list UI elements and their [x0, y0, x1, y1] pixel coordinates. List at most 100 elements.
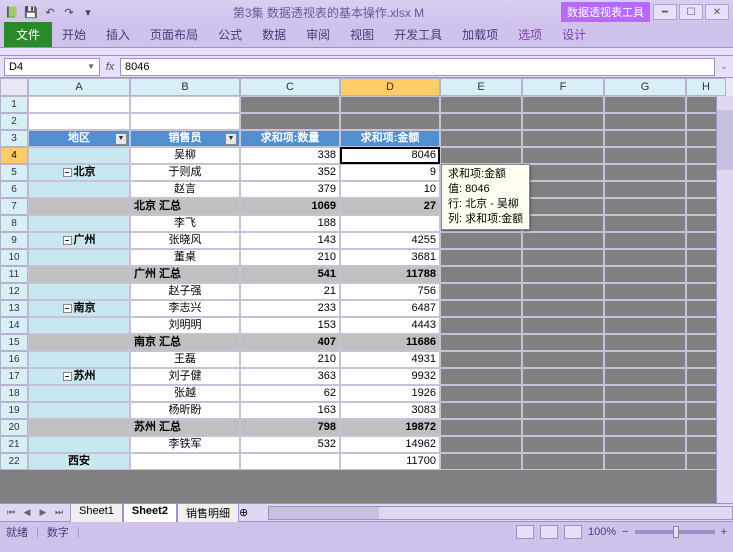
amt-cell-4[interactable]: 8046	[340, 147, 440, 164]
amt-cell-22[interactable]: 11700	[340, 453, 440, 470]
region-cell-18[interactable]	[28, 385, 130, 402]
qty-cell-8[interactable]: 188	[240, 215, 340, 232]
cell-2-A[interactable]	[28, 113, 130, 130]
name-cell-4[interactable]: 吴柳	[130, 147, 240, 164]
ribbon-tab-4[interactable]: 数据	[252, 22, 296, 47]
cell-7-G[interactable]	[604, 198, 686, 215]
sheet-nav[interactable]: ⏮◀▶⏭	[0, 507, 70, 518]
region-cell-17[interactable]: −苏州	[28, 368, 130, 385]
row-header-2[interactable]: 2	[0, 113, 28, 130]
amt-cell-5[interactable]: 9	[340, 164, 440, 181]
region-cell-4[interactable]	[28, 147, 130, 164]
qty-cell-6[interactable]: 379	[240, 181, 340, 198]
cell-sub-a-7[interactable]	[28, 198, 130, 215]
cell-3-E[interactable]	[440, 130, 522, 147]
collapse-icon[interactable]: −	[63, 304, 72, 313]
col-header-F[interactable]: F	[522, 78, 604, 96]
cell-2-C[interactable]	[240, 113, 340, 130]
name-cell-13[interactable]: 李志兴	[130, 300, 240, 317]
cell-1-F[interactable]	[522, 96, 604, 113]
row-header-14[interactable]: 14	[0, 317, 28, 334]
qty-cell-5[interactable]: 352	[240, 164, 340, 181]
file-tab[interactable]: 文件	[4, 22, 52, 47]
filter-dropdown-icon[interactable]: ▼	[115, 133, 127, 145]
cell-sub-a-11[interactable]	[28, 266, 130, 283]
qty-cell-22[interactable]	[240, 453, 340, 470]
cell-2-B[interactable]	[130, 113, 240, 130]
amt-cell-21[interactable]: 14962	[340, 436, 440, 453]
cell-9-G[interactable]	[604, 232, 686, 249]
cell-12-E[interactable]	[440, 283, 522, 300]
name-cell-8[interactable]: 李飞	[130, 215, 240, 232]
region-cell-5[interactable]: −北京	[28, 164, 130, 181]
cell-13-F[interactable]	[522, 300, 604, 317]
subtotal-label-11[interactable]: 广州 汇总	[130, 266, 240, 283]
amt-cell-17[interactable]: 9932	[340, 368, 440, 385]
qty-cell-16[interactable]: 210	[240, 351, 340, 368]
subtotal-amt-7[interactable]: 27	[340, 198, 440, 215]
cell-22-F[interactable]	[522, 453, 604, 470]
row-header-22[interactable]: 22	[0, 453, 28, 470]
cell-14-G[interactable]	[604, 317, 686, 334]
region-cell-22[interactable]: 西安	[28, 453, 130, 470]
row-header-12[interactable]: 12	[0, 283, 28, 300]
cell-6-G[interactable]	[604, 181, 686, 198]
cell-19-G[interactable]	[604, 402, 686, 419]
row-header-19[interactable]: 19	[0, 402, 28, 419]
view-normal-button[interactable]	[516, 525, 534, 539]
subtotal-amt-20[interactable]: 19872	[340, 419, 440, 436]
ribbon-tab-3[interactable]: 公式	[208, 22, 252, 47]
cell-15-E[interactable]	[440, 334, 522, 351]
cell-8-F[interactable]	[522, 215, 604, 232]
cell-10-F[interactable]	[522, 249, 604, 266]
cell-13-G[interactable]	[604, 300, 686, 317]
amt-cell-8[interactable]	[340, 215, 440, 232]
region-cell-9[interactable]: −广州	[28, 232, 130, 249]
row-header-7[interactable]: 7	[0, 198, 28, 215]
cell-5-G[interactable]	[604, 164, 686, 181]
ribbon-tab-1[interactable]: 插入	[96, 22, 140, 47]
region-cell-14[interactable]	[28, 317, 130, 334]
cell-21-E[interactable]	[440, 436, 522, 453]
collapse-icon[interactable]: −	[63, 236, 72, 245]
cell-18-F[interactable]	[522, 385, 604, 402]
cell-1-B[interactable]	[130, 96, 240, 113]
row-header-4[interactable]: 4	[0, 147, 28, 164]
qty-cell-12[interactable]: 21	[240, 283, 340, 300]
cell-13-E[interactable]	[440, 300, 522, 317]
row-header-13[interactable]: 13	[0, 300, 28, 317]
name-cell-19[interactable]: 杨昕盼	[130, 402, 240, 419]
qty-cell-13[interactable]: 233	[240, 300, 340, 317]
qty-cell-18[interactable]: 62	[240, 385, 340, 402]
zoom-in-icon[interactable]: +	[721, 526, 727, 538]
horizontal-scrollbar[interactable]	[268, 506, 733, 520]
cell-12-G[interactable]	[604, 283, 686, 300]
fx-icon[interactable]: fx	[100, 61, 120, 73]
cell-5-F[interactable]	[522, 164, 604, 181]
row-header-9[interactable]: 9	[0, 232, 28, 249]
amt-cell-13[interactable]: 6487	[340, 300, 440, 317]
vscroll-thumb[interactable]	[717, 110, 733, 170]
view-break-button[interactable]	[564, 525, 582, 539]
cell-11-E[interactable]	[440, 266, 522, 283]
ribbon-context-tab-0[interactable]: 选项	[508, 22, 552, 47]
collapse-icon[interactable]: −	[63, 372, 72, 381]
amt-cell-19[interactable]: 3083	[340, 402, 440, 419]
cell-3-F[interactable]	[522, 130, 604, 147]
amt-cell-16[interactable]: 4931	[340, 351, 440, 368]
formula-input[interactable]: 8046	[120, 58, 715, 76]
cell-11-F[interactable]	[522, 266, 604, 283]
cell-2-G[interactable]	[604, 113, 686, 130]
cell-1-D[interactable]	[340, 96, 440, 113]
undo-icon[interactable]: ↶	[42, 4, 58, 20]
cell-2-E[interactable]	[440, 113, 522, 130]
cell-1-A[interactable]	[28, 96, 130, 113]
amt-cell-14[interactable]: 4443	[340, 317, 440, 334]
cell-12-F[interactable]	[522, 283, 604, 300]
name-cell-17[interactable]: 刘子健	[130, 368, 240, 385]
cell-17-F[interactable]	[522, 368, 604, 385]
maximize-button[interactable]: ☐	[679, 4, 703, 20]
qty-cell-14[interactable]: 153	[240, 317, 340, 334]
qty-cell-4[interactable]: 338	[240, 147, 340, 164]
cell-6-F[interactable]	[522, 181, 604, 198]
